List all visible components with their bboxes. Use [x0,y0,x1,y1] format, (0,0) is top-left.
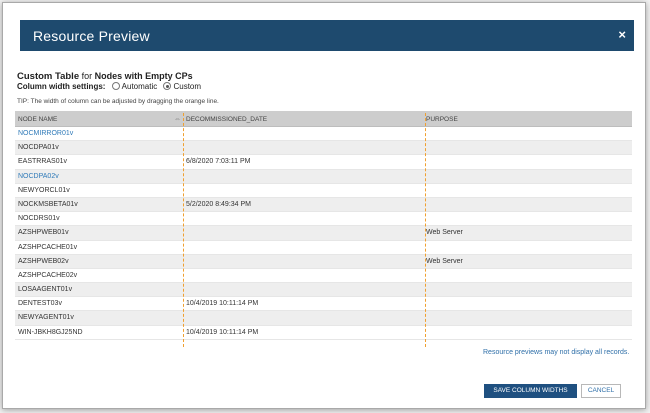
node-name-cell: AZSHPWEB01v [18,229,69,237]
dialog-title-bar: Resource Preview × [20,20,634,51]
preview-table: NODE NAME DECOMMISSIONED_DATE PURPOSE NO… [15,111,632,340]
decommissioned-date-cell: 10/4/2019 10:11:14 PM [186,300,259,308]
node-name-cell: AZSHPCACHE01v [18,243,78,251]
table-row: NEWYORCL01v [15,184,632,198]
table-row: WIN-JBKH8GJ25ND 10/4/2019 10:11:14 PM [15,326,632,340]
column-resize-guide-1[interactable] [183,113,184,347]
table-row: DENTEST03v 10/4/2019 10:11:14 PM [15,297,632,312]
table-row: NOCDPA02v [15,169,632,184]
node-link[interactable]: NOCMIRROR01v [18,130,74,137]
node-name-cell: NOCDRS01v [18,215,60,223]
dialog-title: Resource Preview [33,28,150,44]
table-row: NOCKMSBETA01v 5/2/2020 8:49:34 PM [15,197,632,213]
table-row: NOCMIRROR01v [15,127,632,142]
node-name-cell: LOSAAGENT01v [18,286,73,294]
table-row: AZSHPCACHE02v [15,269,632,284]
node-name-cell: DENTEST03v [18,300,62,308]
node-link[interactable]: NOCDPA02v [18,172,59,180]
table-row: NOCDPA01v [15,141,632,156]
table-row: NOCDRS01v [15,212,632,227]
resize-handle-icon[interactable]: ⇔ [174,116,181,123]
table-row: AZSHPWEB02v Web Server [15,254,632,269]
table-header: NODE NAME DECOMMISSIONED_DATE PURPOSE [15,111,632,127]
node-name-cell: EASTRRAS01v [18,158,68,166]
heading-subject: Nodes with Empty CPs [94,71,193,81]
column-resize-guide-2[interactable] [425,113,426,347]
tip-text: TIP: The width of column can be adjusted… [17,98,219,105]
purpose-cell: Web Server [426,229,463,237]
settings-label: Column width settings: [17,82,106,91]
heading-label: Custom Table [17,71,80,82]
decommissioned-date-cell: 5/2/2020 8:49:34 PM [186,200,251,208]
radio-custom[interactable] [163,82,172,90]
cancel-button[interactable]: CANCEL [581,384,621,398]
records-note: Resource previews may not display all re… [483,349,630,356]
table-body: NOCMIRROR01v NOCDPA01v EASTRRAS01v 6/8/2020… [15,127,632,340]
node-name-cell: AZSHPWEB02v [18,257,69,265]
node-name-cell: NOCKMSBETA01v [18,200,78,208]
header-decommissioned-date: DECOMMISSIONED_DATE [186,116,268,123]
node-name-cell: NEWYORCL01v [18,186,70,194]
table-row: AZSHPCACHE01v [15,241,632,255]
node-name-cell: NOCDPA01v [18,144,59,152]
decommissioned-date-cell: 6/8/2020 7:03:11 PM [186,158,251,166]
node-name-cell: NEWYAGENT01v [18,314,74,322]
node-name-cell: WIN-JBKH8GJ25ND [18,328,83,336]
radio-automatic[interactable] [111,82,120,90]
table-row: NEWYAGENT01v [15,311,632,326]
radio-custom-label[interactable]: Custom [173,82,202,91]
table-row: AZSHPWEB01v Web Server [15,226,632,241]
header-purpose: PURPOSE [426,116,458,123]
purpose-cell: Web Server [426,257,463,265]
close-icon[interactable]: × [618,27,626,42]
radio-automatic-label[interactable]: Automatic [121,82,158,91]
column-width-settings: Column width settings: Automatic Custom [17,82,201,92]
table-row: LOSAAGENT01v [15,283,632,298]
header-node-name: NODE NAME [18,116,58,123]
decommissioned-date-cell: 10/4/2019 10:11:14 PM [186,328,259,336]
table-row: EASTRRAS01v 6/8/2020 7:03:11 PM [15,155,632,170]
table-heading: Custom Table for Nodes with Empty CPs [17,71,193,82]
heading-for: for [81,71,93,81]
save-column-widths-button[interactable]: SAVE COLUMN WIDTHS [484,384,577,398]
node-name-cell: AZSHPCACHE02v [18,271,78,279]
